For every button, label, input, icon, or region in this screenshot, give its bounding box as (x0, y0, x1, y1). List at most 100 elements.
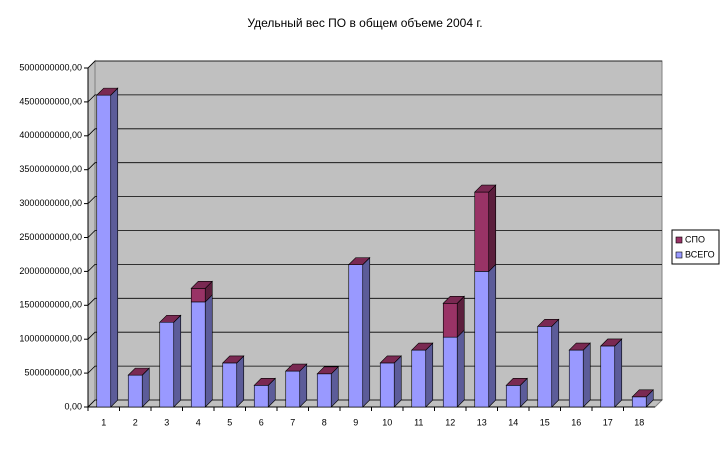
bar-top (190, 281, 213, 289)
chart-title: Удельный вес ПО в общем объеме 2004 г. (247, 16, 482, 30)
x-tick-label: 8 (322, 417, 327, 427)
grid-line (87, 365, 662, 374)
x-tick-label: 13 (477, 417, 487, 427)
grid-line (87, 196, 662, 204)
x-tick-label: 18 (634, 417, 644, 427)
y-tick-label: 1500000000,00 (19, 300, 82, 310)
legend-swatch (675, 236, 683, 244)
bar (285, 370, 301, 408)
bar-top (253, 378, 276, 386)
bar (96, 94, 112, 408)
bar-top (379, 355, 402, 364)
x-tick-label: 5 (227, 417, 232, 427)
bar-top (411, 342, 434, 351)
y-tick-label: 5000000000,00 (19, 62, 82, 72)
grid-line (87, 230, 662, 238)
bar-side (425, 342, 434, 408)
bar-top (474, 184, 497, 193)
x-tick-label: 7 (290, 417, 295, 427)
bar-top (285, 363, 308, 372)
bar-top (600, 338, 623, 347)
y-tick-label: 0,00 (64, 401, 82, 411)
x-tick-label: 15 (540, 417, 550, 427)
legend-label: СПО (685, 234, 705, 244)
legend-box (671, 229, 720, 265)
bar-side (204, 294, 213, 408)
grid-line (87, 94, 662, 103)
bar-side (236, 355, 245, 408)
bar-side (488, 263, 497, 408)
bar-top (631, 389, 654, 398)
bar (190, 288, 206, 303)
bar (442, 336, 458, 408)
grid-line (87, 399, 662, 408)
x-tick-label: 14 (508, 417, 518, 427)
x-tick-label: 2 (133, 417, 138, 427)
x-tick-label: 12 (445, 417, 455, 427)
x-tick-label: 17 (603, 417, 613, 427)
bar (127, 374, 143, 408)
x-tick-label: 3 (164, 417, 169, 427)
grid-line (87, 128, 662, 137)
legend-swatch (675, 251, 683, 259)
y-tick-label: 500000000,00 (24, 367, 82, 377)
bar (253, 385, 269, 408)
y-tick-label: 4000000000,00 (19, 130, 82, 140)
x-tick-label: 4 (196, 417, 201, 427)
bar-top (568, 342, 591, 351)
bar-side (614, 338, 623, 408)
bar (411, 349, 427, 408)
grid-line (87, 60, 662, 69)
y-tick-label: 1000000000,00 (19, 334, 82, 344)
grid-line (87, 263, 662, 272)
bar (379, 362, 395, 408)
bar-side (393, 355, 402, 408)
grid-line (87, 331, 662, 340)
x-tick-label: 6 (259, 417, 264, 427)
bar (568, 349, 584, 408)
bar-side (582, 342, 591, 408)
legend-label: ВСЕГО (685, 249, 715, 259)
bar-side (362, 256, 371, 408)
x-tick-label: 10 (382, 417, 392, 427)
y-tick-label: 3000000000,00 (19, 198, 82, 208)
bar-top (159, 314, 182, 323)
x-tick-label: 11 (414, 417, 423, 427)
bar (442, 302, 458, 338)
bar-side (173, 314, 182, 408)
bar-top (348, 257, 371, 265)
bar-top (96, 87, 119, 96)
bar-top (127, 367, 150, 376)
bar (474, 191, 490, 272)
bar (316, 373, 332, 408)
y-tick-label: 2000000000,00 (19, 266, 82, 276)
bar-side (488, 184, 497, 273)
y-tick-label: 2500000000,00 (19, 232, 82, 242)
bar (505, 385, 521, 408)
bar-top (316, 366, 339, 375)
bar-top (537, 319, 560, 327)
bar (222, 362, 238, 408)
bar-side (456, 329, 465, 408)
bar (348, 264, 364, 408)
bar-top (222, 355, 245, 364)
grid-line (87, 162, 662, 170)
bar (190, 301, 206, 408)
bar-top (505, 378, 528, 386)
bar-side (551, 318, 560, 408)
x-tick-label: 16 (571, 417, 581, 427)
bar-side (299, 363, 308, 408)
x-tick-label: 1 (101, 417, 106, 427)
bar (600, 345, 616, 408)
bar (159, 321, 175, 408)
y-tick-label: 4500000000,00 (19, 96, 82, 106)
grid-line (87, 297, 662, 306)
bar-top (442, 295, 465, 304)
bar (631, 396, 647, 408)
bar-side (110, 87, 119, 408)
bar (537, 326, 553, 408)
bar (474, 271, 490, 408)
y-tick-label: 3500000000,00 (19, 164, 82, 174)
x-tick-label: 9 (353, 417, 358, 427)
